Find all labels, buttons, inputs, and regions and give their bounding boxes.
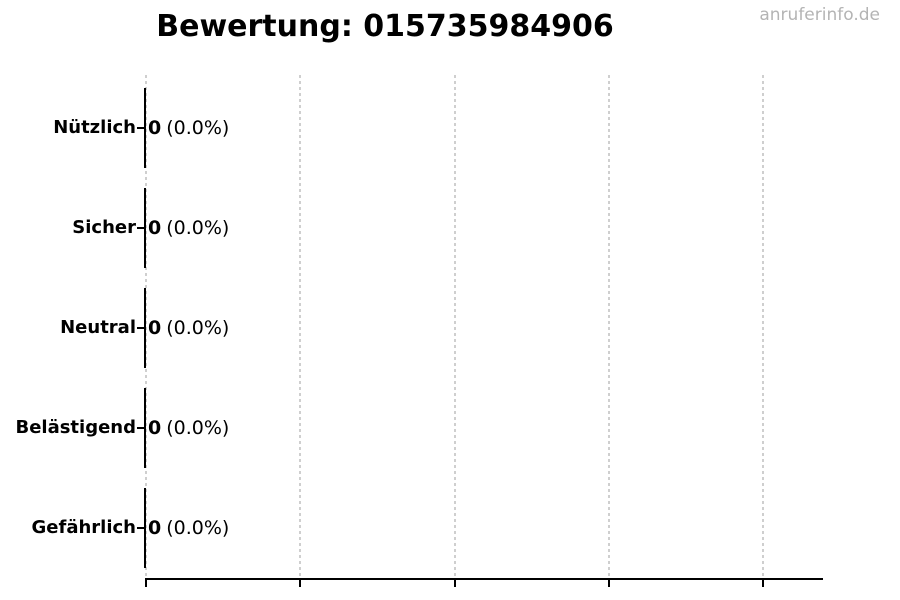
value-annotation: 0 (0.0%) — [148, 215, 229, 241]
value-label: 0 — [148, 417, 162, 439]
value-label: 0 — [148, 217, 162, 239]
category-label: Gefährlich — [31, 517, 136, 538]
zero-width-bar — [144, 388, 146, 468]
x-axis-tick — [608, 579, 610, 587]
gridline — [145, 75, 147, 578]
y-axis-tick — [137, 327, 145, 329]
value-annotation: 0 (0.0%) — [148, 315, 229, 341]
category-label: Neutral — [60, 317, 136, 338]
zero-width-bar — [144, 288, 146, 368]
x-axis-line — [145, 578, 823, 580]
value-annotation: 0 (0.0%) — [148, 115, 229, 141]
y-axis-tick — [137, 527, 145, 529]
percent-label: (0.0%) — [166, 317, 230, 339]
chart-title: Bewertung: 015735984906 — [156, 9, 614, 44]
gridline — [608, 75, 610, 578]
percent-label: (0.0%) — [166, 217, 230, 239]
category-label: Belästigend — [15, 417, 136, 438]
gridline — [299, 75, 301, 578]
value-label: 0 — [148, 317, 162, 339]
percent-label: (0.0%) — [166, 517, 230, 539]
category-label: Sicher — [72, 217, 136, 238]
category-label: Nützlich — [53, 117, 136, 138]
zero-width-bar — [144, 488, 146, 568]
x-axis-tick — [762, 579, 764, 587]
x-axis-tick — [454, 579, 456, 587]
zero-width-bar — [144, 188, 146, 268]
gridline — [454, 75, 456, 578]
plot-area — [145, 75, 823, 587]
percent-label: (0.0%) — [166, 417, 230, 439]
y-axis-tick — [137, 127, 145, 129]
value-annotation: 0 (0.0%) — [148, 415, 229, 441]
y-axis-tick — [137, 427, 145, 429]
y-axis-tick — [137, 227, 145, 229]
value-label: 0 — [148, 517, 162, 539]
gridline — [762, 75, 764, 578]
percent-label: (0.0%) — [166, 117, 230, 139]
x-axis-tick — [299, 579, 301, 587]
watermark: anruferinfo.de — [759, 5, 880, 25]
x-axis-tick — [145, 579, 147, 587]
value-label: 0 — [148, 117, 162, 139]
zero-width-bar — [144, 88, 146, 168]
value-annotation: 0 (0.0%) — [148, 515, 229, 541]
